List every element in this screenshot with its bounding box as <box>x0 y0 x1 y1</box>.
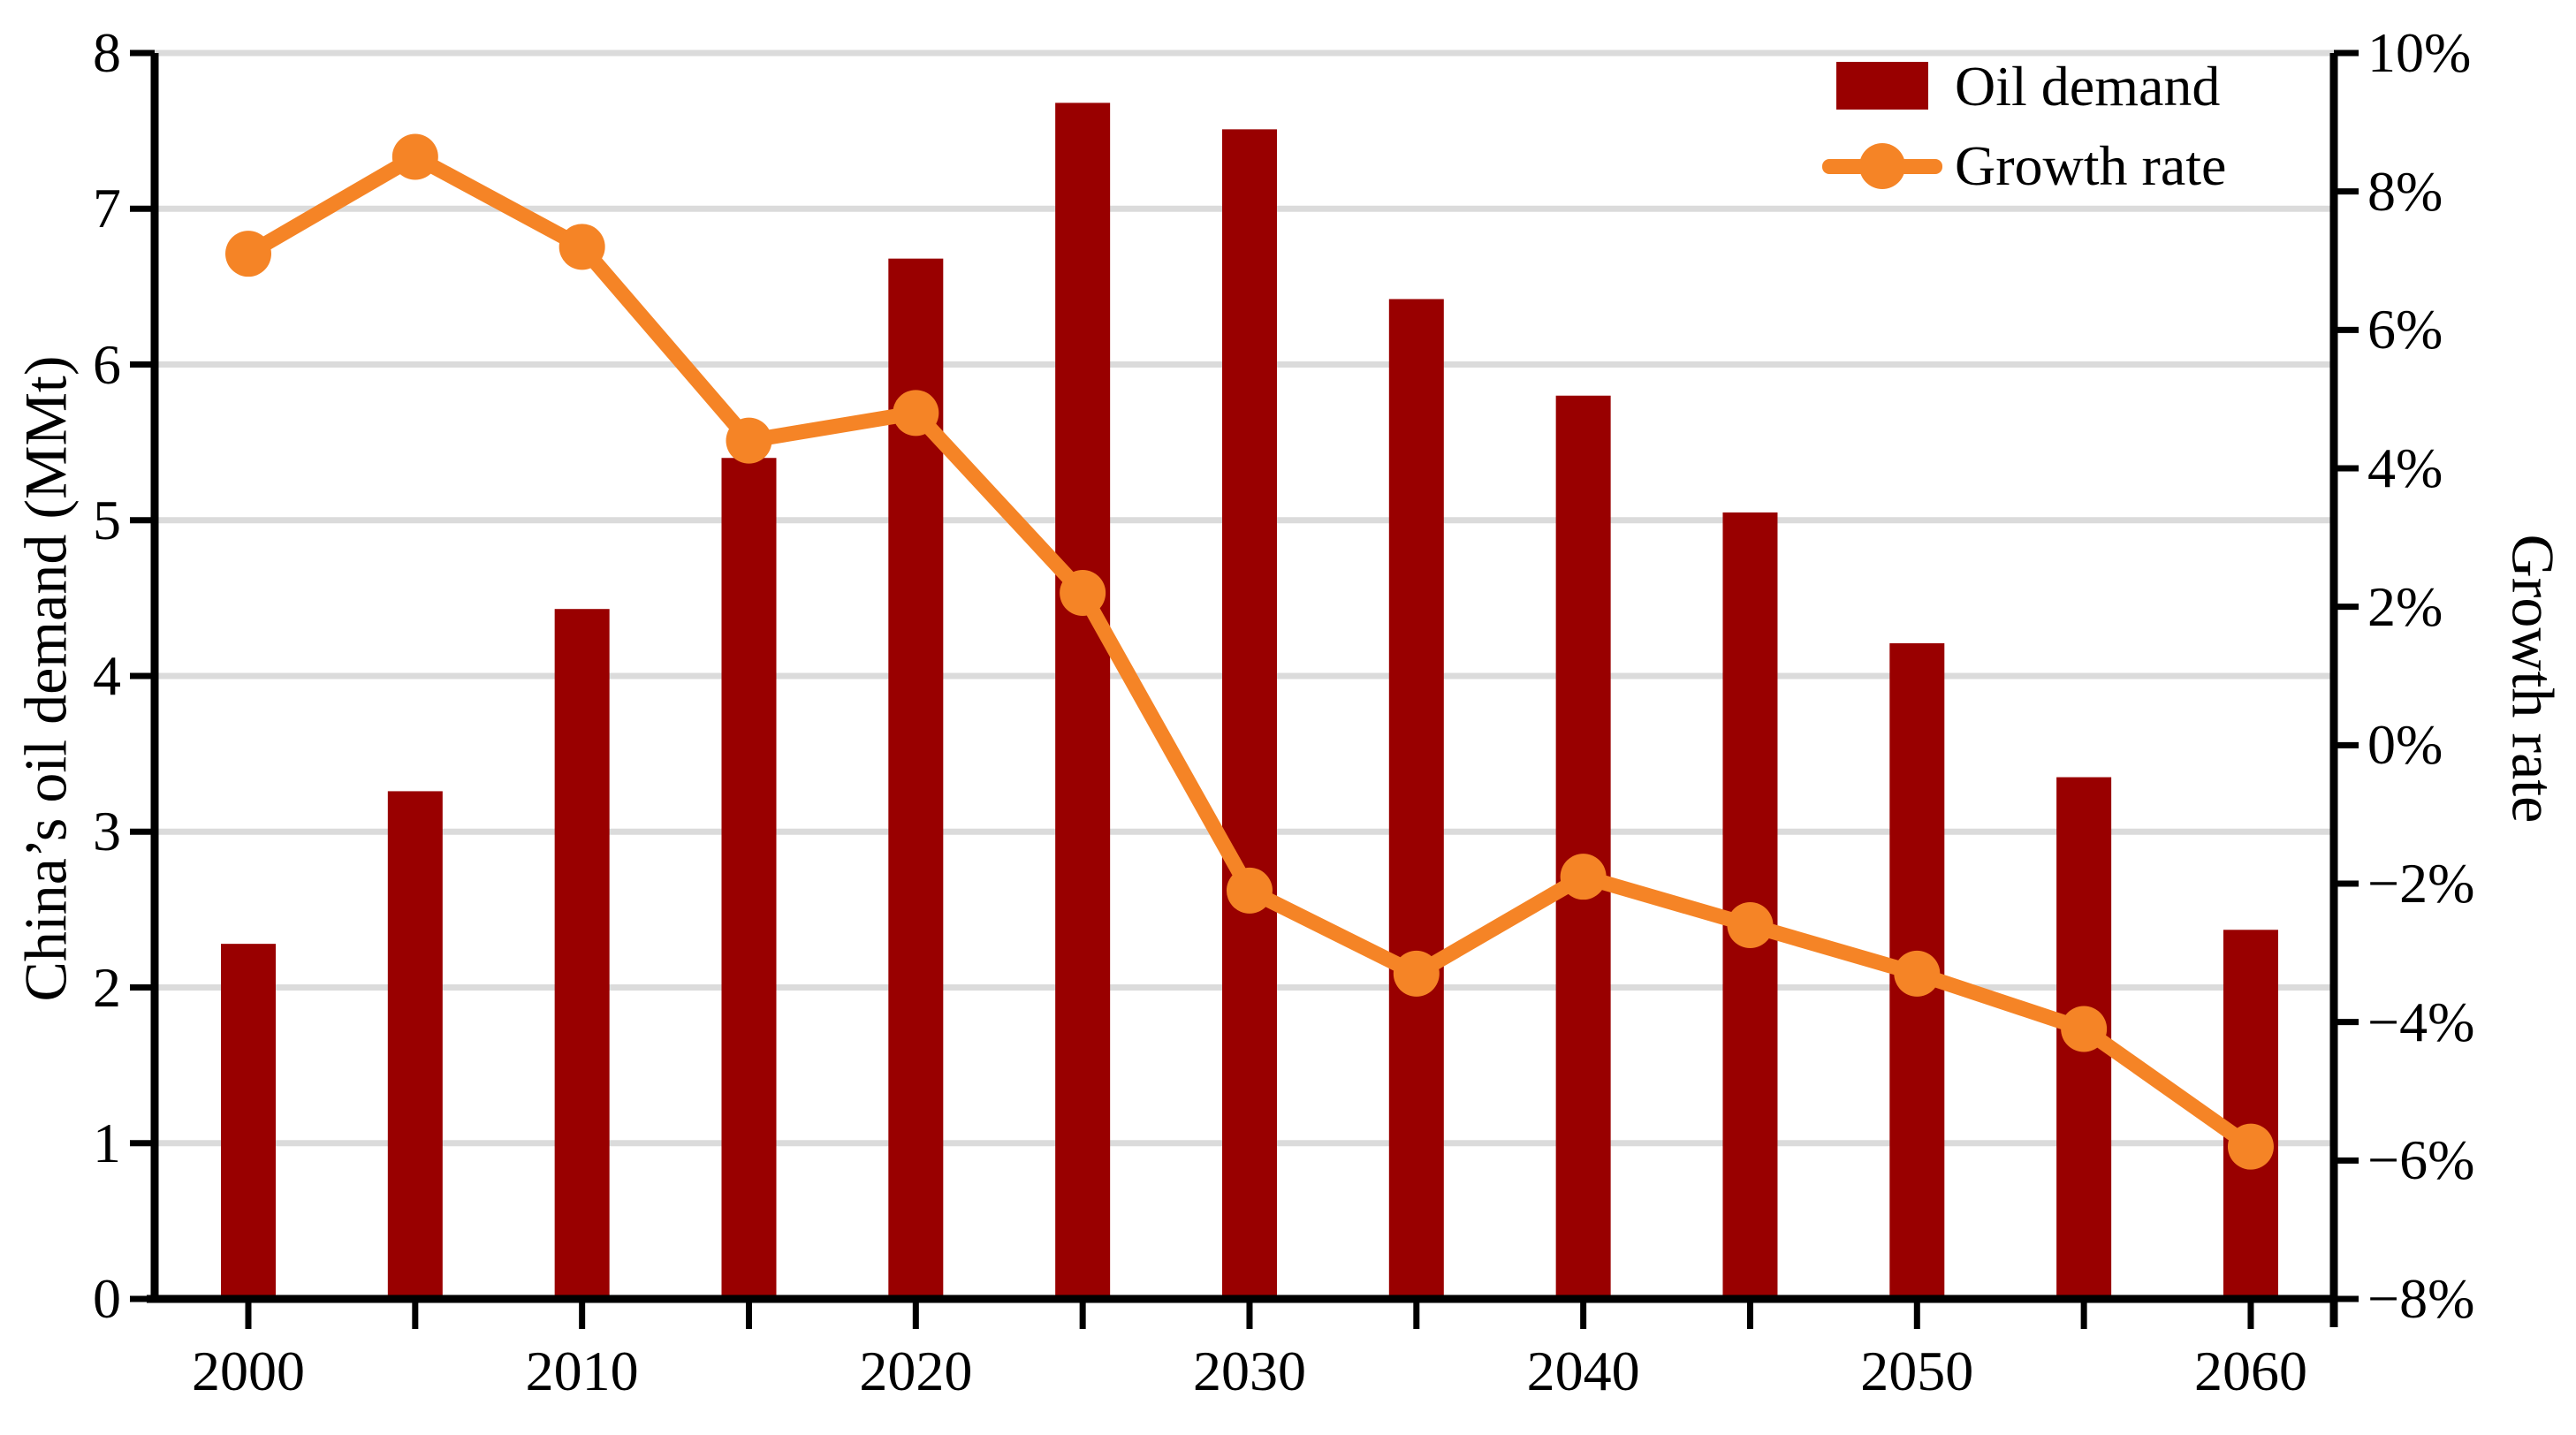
growth-rate-marker-2050 <box>1894 950 1941 997</box>
legend-label-oil-demand: Oil demand <box>1955 55 2221 118</box>
growth-rate-marker-2000 <box>225 231 271 277</box>
left-tick-label-7: 7 <box>93 177 121 240</box>
bar-2030 <box>1221 129 1277 1299</box>
right-tick-label-2%: 2% <box>2367 574 2443 638</box>
bar-2015 <box>721 458 777 1299</box>
bar-2060 <box>2223 930 2278 1299</box>
x-tick-label-2060: 2060 <box>2193 1340 2307 1402</box>
x-tick-label-2030: 2030 <box>1192 1340 1306 1402</box>
bar-2000 <box>221 944 276 1299</box>
right-tick-label-0%: 0% <box>2367 713 2443 777</box>
right-tick-label-−2%: −2% <box>2367 852 2475 915</box>
bar-2035 <box>1388 299 1444 1300</box>
bar-2005 <box>387 791 443 1299</box>
growth-rate-marker-2025 <box>1060 570 1106 616</box>
right-tick-label-6%: 6% <box>2367 298 2443 361</box>
growth-rate-marker-2020 <box>893 390 939 437</box>
left-tick-label-0: 0 <box>93 1267 121 1330</box>
bar-2025 <box>1055 102 1111 1299</box>
left-tick-label-6: 6 <box>93 332 121 396</box>
growth-rate-marker-2055 <box>2061 1006 2108 1052</box>
x-tick-label-2020: 2020 <box>859 1340 973 1402</box>
x-tick-label-2000: 2000 <box>192 1340 305 1402</box>
right-tick-label-10%: 10% <box>2367 21 2472 84</box>
growth-rate-marker-2015 <box>726 417 772 464</box>
left-tick-label-3: 3 <box>93 800 121 863</box>
left-tick-label-1: 1 <box>93 1111 121 1174</box>
x-tick-label-2010: 2010 <box>525 1340 639 1402</box>
right-tick-label-4%: 4% <box>2367 437 2443 499</box>
bar-2040 <box>1555 395 1611 1299</box>
x-tick-label-2050: 2050 <box>1860 1340 1974 1402</box>
bar-2010 <box>554 609 610 1299</box>
right-tick-label-−4%: −4% <box>2367 990 2475 1053</box>
right-tick-label-−8%: −8% <box>2367 1267 2475 1330</box>
growth-rate-marker-2060 <box>2227 1123 2274 1170</box>
growth-rate-marker-2035 <box>1393 950 1440 997</box>
x-tick-label-2040: 2040 <box>1526 1340 1640 1402</box>
right-tick-label-8%: 8% <box>2367 159 2443 223</box>
growth-rate-marker-2040 <box>1560 854 1607 900</box>
right-tick-label-−6%: −6% <box>2367 1128 2475 1192</box>
growth-rate-marker-2045 <box>1727 902 1774 948</box>
legend-bar-swatch-icon <box>1836 62 1928 110</box>
legend-line-marker-icon <box>1859 143 1905 189</box>
growth-rate-marker-2005 <box>391 133 438 180</box>
left-tick-label-4: 4 <box>93 644 121 707</box>
legend-label-growth-rate: Growth rate <box>1955 134 2227 197</box>
growth-rate-marker-2010 <box>559 224 605 270</box>
left-tick-label-8: 8 <box>93 21 121 84</box>
left-tick-label-2: 2 <box>93 955 121 1019</box>
left-tick-label-5: 5 <box>93 488 121 551</box>
growth-rate-marker-2030 <box>1226 867 1273 914</box>
